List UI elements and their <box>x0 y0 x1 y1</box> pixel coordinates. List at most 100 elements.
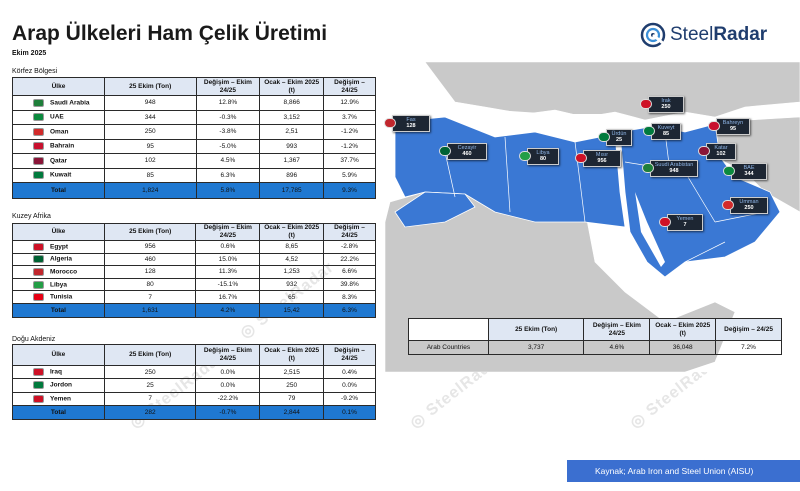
table-row: Iraq 250 0.0% 2,515 0.4% <box>12 364 376 380</box>
value-cell: 6.3% <box>195 167 261 183</box>
column-header: Ülke <box>12 344 105 366</box>
flag-icon <box>33 280 44 289</box>
total-label: Total <box>12 302 105 318</box>
map-callout: Cezayir 460 <box>439 143 487 160</box>
map-callout: Fas 128 <box>384 115 430 132</box>
summary-value: 4.6% <box>583 340 651 355</box>
total-value: 1,824 <box>103 182 197 199</box>
value-cell: 102 <box>103 153 197 169</box>
callout-name: Yemen <box>676 216 694 222</box>
value-cell: 344 <box>103 109 197 125</box>
map-callout: Libya 80 <box>519 148 559 165</box>
value-cell: 6.6% <box>323 265 376 279</box>
table-row: Bahrain 95 -5.0% 993 -1.2% <box>12 138 376 154</box>
flag-icon <box>642 163 654 173</box>
country-name: Yemen <box>50 395 71 403</box>
country-name: Iraq <box>50 368 62 376</box>
column-header: Değişim – Ekim 24/25 <box>195 77 261 96</box>
callout-value: 250 <box>744 205 754 211</box>
value-cell: 932 <box>259 277 325 292</box>
total-row: Total 282 -0.7% 2,844 0.1% <box>12 404 376 421</box>
callout-name: Suudi Arabistan <box>654 162 694 168</box>
value-cell: 0.0% <box>195 378 261 393</box>
country-cell: Morocco <box>12 265 105 279</box>
map-callout: Suudi Arabistan 948 <box>642 160 698 177</box>
flag-icon <box>33 113 44 122</box>
value-cell: 11.3% <box>195 265 261 279</box>
callout-value: 344 <box>744 171 754 177</box>
value-cell: 948 <box>103 95 197 111</box>
column-header: Ülke <box>12 77 105 96</box>
flag-icon <box>33 127 44 136</box>
total-row: Total 1,824 5.8% 17,785 9.3% <box>12 182 376 199</box>
flag-icon <box>33 293 44 302</box>
map-callout: Ürdün 25 <box>598 129 632 146</box>
flag-icon <box>598 132 610 142</box>
callout-name: BAE <box>743 165 755 171</box>
value-cell: 8,866 <box>259 95 325 111</box>
total-value: 5.8% <box>195 182 261 199</box>
value-cell: 250 <box>259 378 325 393</box>
callout-value: 250 <box>661 104 671 110</box>
value-cell: 22.2% <box>323 252 376 267</box>
value-cell: 1,253 <box>259 265 325 279</box>
callout-name: Irak <box>661 98 671 104</box>
value-cell: 460 <box>103 252 197 267</box>
country-cell: UAE <box>12 109 105 125</box>
table-row: Yemen 7 -22.2% 79 -9.2% <box>12 391 376 406</box>
country-name: Oman <box>50 128 69 136</box>
total-value: 6.3% <box>323 302 376 318</box>
summary-label: Arab Countries <box>408 340 489 355</box>
value-cell: -15.1% <box>195 277 261 292</box>
flag-icon <box>519 151 531 161</box>
callout-value: 25 <box>615 137 623 143</box>
callout-value: 460 <box>462 151 472 157</box>
north-africa-table: Ülke 25 Ekim (Ton) Değişim – Ekim 24/25 Oca… <box>12 223 376 318</box>
callout-name: Mısır <box>595 152 609 158</box>
value-cell: 37.7% <box>323 153 376 169</box>
flag-icon <box>659 217 671 227</box>
value-cell: 896 <box>259 167 325 183</box>
value-cell: 8,65 <box>259 240 325 254</box>
table-row: Jordon 25 0.0% 250 0.0% <box>12 378 376 393</box>
callout-name: Cezayir <box>457 145 477 151</box>
value-cell: 993 <box>259 138 325 154</box>
summary-value: 7.2% <box>715 340 782 355</box>
country-cell: Kuwait <box>12 167 105 183</box>
flag-icon <box>575 153 587 163</box>
radar-icon <box>640 22 666 48</box>
country-cell: Libya <box>12 277 105 292</box>
country-cell: Egypt <box>12 240 105 254</box>
country-name: Libya <box>50 281 67 289</box>
total-value: 282 <box>103 404 197 421</box>
value-cell: 16.7% <box>195 290 261 304</box>
logo-text-bold: Radar <box>713 24 768 45</box>
total-value: 15,42 <box>259 302 325 318</box>
map-callout: Mısır 956 <box>575 150 621 167</box>
country-name: Kuwait <box>50 171 72 179</box>
value-cell: 0.0% <box>195 364 261 380</box>
summary-column-header: Değişim – Ekim 24/25 <box>583 318 651 341</box>
column-header: Değişim – Ekim 24/25 <box>195 223 261 241</box>
value-cell: 0.4% <box>323 364 376 380</box>
value-cell: -3.8% <box>195 124 261 140</box>
total-value: 4.2% <box>195 302 261 318</box>
total-value: 9.3% <box>323 182 376 199</box>
table-row: Oman 250 -3.8% 2,51 -1.2% <box>12 124 376 140</box>
value-cell: 3.7% <box>323 109 376 125</box>
map-callout: Katar 102 <box>698 143 736 160</box>
country-cell: Tunisia <box>12 290 105 304</box>
country-cell: Yemen <box>12 391 105 406</box>
value-cell: 128 <box>103 265 197 279</box>
callout-name: Bahreyn <box>722 120 744 126</box>
logo-text-light: Steel <box>670 24 714 45</box>
table-row: Kuwait 85 6.3% 896 5.9% <box>12 167 376 183</box>
table-row: Tunisia 7 16.7% 65 8.3% <box>12 290 376 304</box>
value-cell: 4,52 <box>259 252 325 267</box>
country-name: Egypt <box>50 243 69 251</box>
value-cell: 80 <box>103 277 197 292</box>
column-header: Değişim – 24/25 <box>323 223 376 241</box>
gulf-table: Ülke 25 Ekim (Ton) Değişim – Ekim 24/25 Oca… <box>12 77 376 199</box>
value-cell: -9.2% <box>323 391 376 406</box>
value-cell: 79 <box>259 391 325 406</box>
